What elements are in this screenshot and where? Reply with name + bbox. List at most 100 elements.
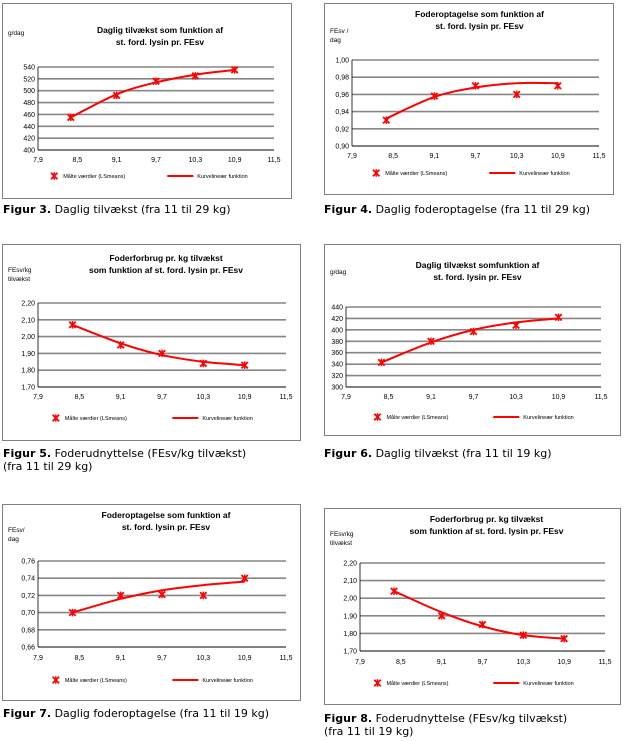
data-point-measured xyxy=(66,113,75,122)
caption-figure-6: Figur 6. Daglig tilvækst (fra 11 til 19 … xyxy=(324,447,551,460)
data-point-measured xyxy=(68,608,77,617)
legend-label-measured: Målte værdier (LSmeans) xyxy=(63,173,125,180)
x-tick-label: 10,9 xyxy=(551,153,565,160)
legend-marker-measured xyxy=(51,414,60,422)
data-point-measured xyxy=(230,66,239,74)
x-tick-label: 10,9 xyxy=(238,655,252,662)
y-tick-label: 340 xyxy=(331,362,343,369)
y-axis-unit: tilvækst xyxy=(8,276,30,283)
y-tick-label: 2,20 xyxy=(343,561,357,568)
y-tick-label: 0,90 xyxy=(335,144,349,151)
caption-text-line2: (fra 11 til 19 kg) xyxy=(324,725,414,738)
chart-figure-5: Foderforbrug pr. kg tilvækst som funktion… xyxy=(2,244,301,441)
legend-label-measured: Målte værdier (LSmeans) xyxy=(386,680,448,687)
caption-number: Figur 3. xyxy=(3,203,52,216)
x-tick-label: 9,1 xyxy=(116,394,126,401)
chart-title: Foderforbrug pr. kg tilvækst xyxy=(430,514,544,524)
chart-title: st. ford. lysin pr. FEsv xyxy=(116,37,205,47)
x-tick-label: 10,9 xyxy=(557,659,571,666)
x-tick-label: 7,9 xyxy=(341,394,351,401)
y-tick-label: 1,70 xyxy=(21,385,35,392)
y-tick-label: 440 xyxy=(23,124,35,131)
y-tick-label: 0,74 xyxy=(21,576,35,583)
x-tick-label: 10,9 xyxy=(552,394,566,401)
y-tick-label: 0,72 xyxy=(21,593,35,600)
chart-frame xyxy=(2,244,301,441)
x-tick-label: 7,9 xyxy=(355,659,365,666)
legend-marker-measured xyxy=(372,169,381,177)
chart-figure-8: Foderforbrug pr. kg tilvækst som funktion… xyxy=(324,508,621,705)
chart-title: st. ford. lysin pr. FEsv xyxy=(433,272,522,282)
caption-number: Figur 5. xyxy=(3,447,52,460)
data-point-measured xyxy=(152,77,160,86)
x-tick-label: 10,9 xyxy=(238,394,252,401)
y-tick-label: 460 xyxy=(23,112,35,119)
legend-marker-measured xyxy=(51,676,60,684)
data-point-measured xyxy=(560,634,569,643)
caption-number: Figur 4. xyxy=(324,203,373,216)
x-tick-label: 7,9 xyxy=(33,394,43,401)
y-tick-label: 2,10 xyxy=(21,317,35,324)
chart-title: Daglig tilvækst somfunktion af xyxy=(416,260,540,270)
chart-title: som funktion af st. ford. lysin pr. FEsv xyxy=(89,265,243,275)
data-point-measured xyxy=(512,321,520,330)
x-tick-label: 11,5 xyxy=(592,153,605,160)
data-point-measured xyxy=(437,611,446,620)
y-tick-label: 0,76 xyxy=(21,559,35,566)
y-tick-label: 0,94 xyxy=(335,109,349,116)
y-tick-label: 2,00 xyxy=(21,334,35,341)
x-tick-label: 9,7 xyxy=(469,394,479,401)
y-tick-label: 0,70 xyxy=(21,610,35,617)
y-axis-unit: tilvækst xyxy=(330,540,352,547)
data-point-measured xyxy=(199,359,208,368)
chart-svg-5: Foderforbrug pr. kg tilvækst som funktion… xyxy=(2,244,301,441)
x-tick-label: 10,3 xyxy=(197,655,211,662)
y-tick-label: 440 xyxy=(331,305,343,312)
chart-title: st. ford. lysin pr. FEsv xyxy=(122,522,211,532)
data-point-measured xyxy=(512,90,521,99)
caption-text: Daglig tilvækst (fra 11 til 19 kg) xyxy=(372,447,552,460)
data-point-measured xyxy=(68,321,77,329)
x-tick-label: 10,3 xyxy=(517,659,531,666)
x-tick-label: 7,9 xyxy=(33,157,43,164)
y-tick-label: 480 xyxy=(23,100,35,107)
caption-figure-3: Figur 3. Daglig tilvækst (fra 11 til 29 … xyxy=(3,203,230,216)
data-point-measured xyxy=(471,81,480,90)
x-tick-label: 11,5 xyxy=(267,157,280,164)
y-tick-label: 380 xyxy=(331,339,343,346)
x-tick-label: 8,5 xyxy=(74,655,84,662)
x-tick-label: 11,5 xyxy=(279,394,292,401)
chart-svg-3: Daglig tilvækst som funktion af st. ford.… xyxy=(2,3,292,199)
y-tick-label: 0,98 xyxy=(335,75,349,82)
data-point-measured xyxy=(478,620,487,629)
legend-label-measured: Målte værdier (LSmeans) xyxy=(65,677,127,684)
caption-figure-8: Figur 8. Foderudnyttelse (FEsv/kg tilvæk… xyxy=(324,712,567,738)
chart-figure-7: Foderoptagelse som funktion af st. ford. … xyxy=(2,504,301,701)
x-tick-label: 8,5 xyxy=(396,659,406,666)
chart-frame xyxy=(324,3,614,195)
chart-frame xyxy=(324,244,621,436)
series-curve-line xyxy=(72,580,245,614)
chart-svg-6: Daglig tilvækst somfunktion af st. ford. … xyxy=(324,244,621,436)
legend-label-curve: Kurvelineær funktion xyxy=(523,415,573,421)
chart-frame xyxy=(324,508,621,705)
x-tick-label: 7,9 xyxy=(33,655,43,662)
caption-text: Daglig foderoptagelse (fra 11 til 19 kg) xyxy=(51,707,270,720)
data-point-measured xyxy=(158,349,166,358)
y-tick-label: 1,90 xyxy=(343,613,357,620)
caption-figure-5: Figur 5. Foderudnyttelse (FEsv/kg tilvæk… xyxy=(3,447,246,473)
y-tick-label: 1,80 xyxy=(343,631,357,638)
y-axis-unit: g/dag xyxy=(330,269,347,276)
data-point-measured xyxy=(427,337,435,346)
x-tick-label: 10,3 xyxy=(510,153,524,160)
x-tick-label: 9,7 xyxy=(471,153,481,160)
y-tick-label: 2,20 xyxy=(21,301,35,308)
data-point-measured xyxy=(382,116,391,125)
legend-label-curve: Kurvelineær funktion xyxy=(202,416,252,422)
legend-label-curve: Kurvelineær funktion xyxy=(197,174,247,180)
y-tick-label: 540 xyxy=(23,65,35,72)
caption-figure-4: Figur 4. Daglig foderoptagelse (fra 11 t… xyxy=(324,203,590,216)
x-tick-label: 11,5 xyxy=(598,659,611,666)
y-tick-label: 2,10 xyxy=(343,578,357,585)
chart-title: som funktion af st. ford. lysin pr. FEsv xyxy=(410,526,564,536)
